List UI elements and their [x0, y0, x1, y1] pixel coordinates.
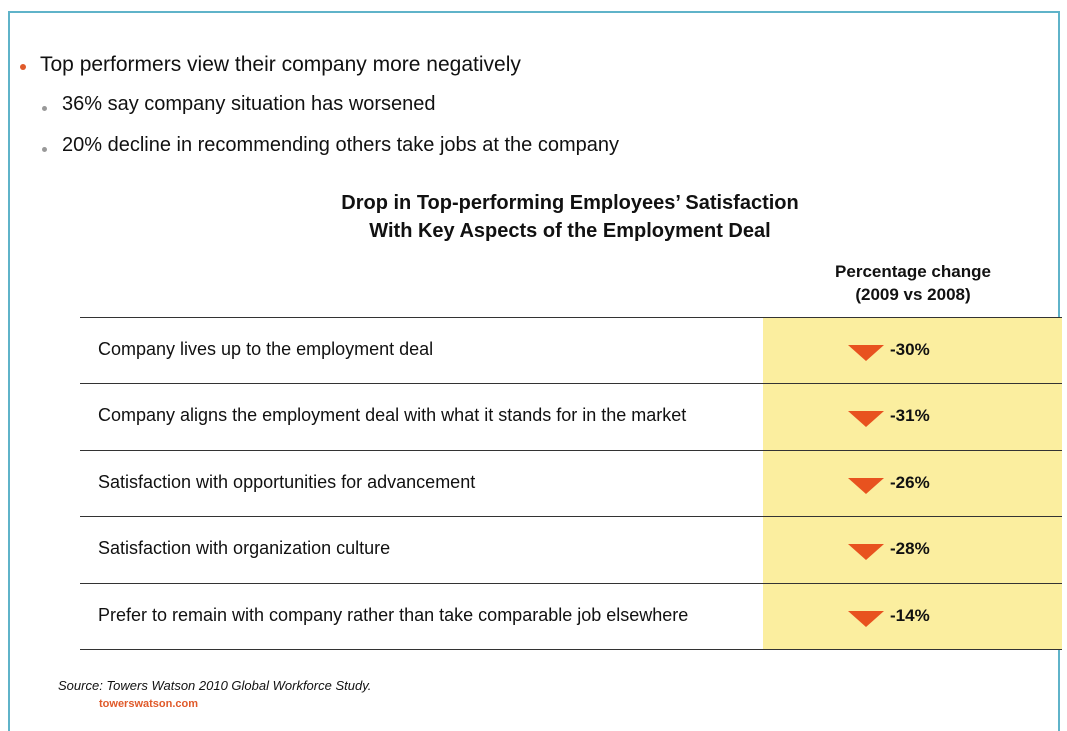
- row-label: Company lives up to the employment deal: [98, 339, 434, 359]
- row-label: Satisfaction with opportunities for adva…: [98, 471, 476, 492]
- row-divider: [80, 649, 1062, 650]
- row-label: Satisfaction with organization culture: [98, 538, 391, 559]
- row-divider: [80, 383, 1062, 384]
- bullet-dot: [42, 147, 47, 152]
- row-label: Prefer to remain with company rather tha…: [98, 604, 689, 625]
- row-divider: [80, 317, 1062, 318]
- row-divider: [80, 516, 1062, 517]
- row-value: -26%: [890, 472, 930, 492]
- down-arrow: [848, 411, 884, 428]
- row-value: -14%: [890, 605, 930, 625]
- bullet-dot: [42, 106, 47, 111]
- down-arrow: [848, 610, 884, 627]
- sub-bullet: 20% decline in recommending others take …: [62, 134, 619, 156]
- row-value: -28%: [890, 539, 930, 559]
- slide: {"bullets": {"main": "Top performers vie…: [8, 11, 1063, 731]
- row-divider: [80, 583, 1062, 584]
- sub-bullet: 36% say company situation has worsened: [62, 93, 436, 115]
- bullet: Top performers view their company more n…: [40, 53, 521, 76]
- header-line: (2009 vs 2008): [855, 285, 971, 304]
- down-arrow: [848, 544, 884, 561]
- header-line: Percentage change: [835, 262, 991, 281]
- highlight-column: [763, 317, 1062, 649]
- row-value: -31%: [890, 406, 930, 426]
- down-arrow: [848, 345, 884, 361]
- down-arrow: [848, 477, 884, 494]
- row-divider: [80, 450, 1062, 451]
- table-title: Drop in Top-performing Employees’ Satisf…: [270, 189, 870, 245]
- title-line: With Key Aspects of the Employment Deal: [369, 220, 771, 242]
- row-label: Company aligns the employment deal with …: [98, 405, 687, 426]
- brand: towerswatson.com: [99, 698, 199, 710]
- title-line: Drop in Top-performing Employees’ Satisf…: [341, 192, 799, 214]
- column-header: Percentage change (2009 vs 2008): [763, 260, 1063, 306]
- row-value: -30%: [890, 340, 930, 359]
- bullet-dot: [20, 64, 26, 70]
- source: Source: Towers Watson 2010 Global Workfo…: [58, 678, 372, 693]
